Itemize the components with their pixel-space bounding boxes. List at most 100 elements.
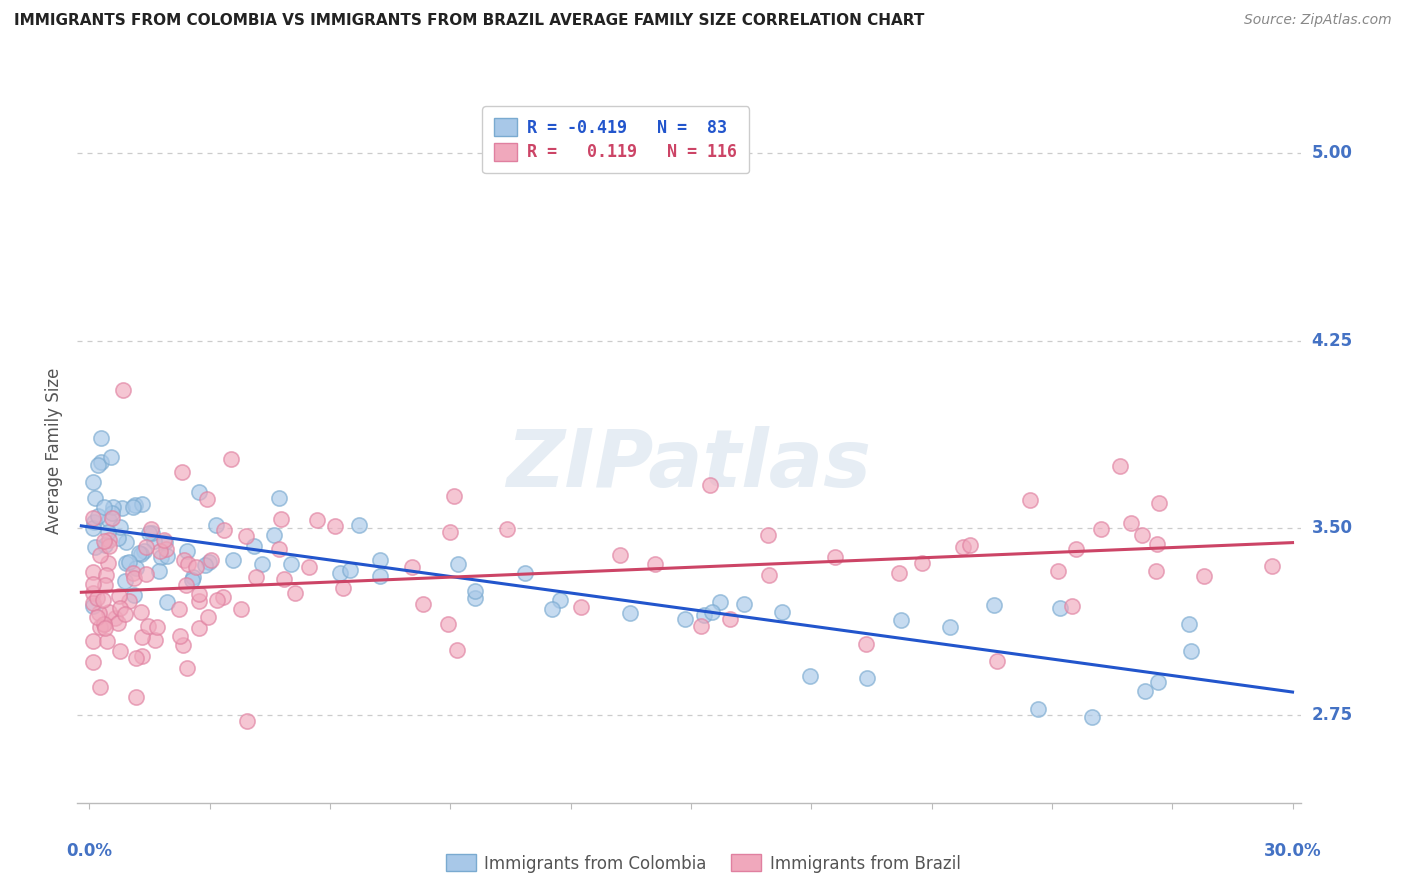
Point: [1144, 564, 1167, 578]
Point: [100, 510, 122, 524]
Point: [205, 517, 228, 532]
Point: [1090, 522, 1112, 536]
Point: [93, 500, 115, 514]
Point: [107, 615, 129, 630]
Point: [619, 606, 641, 620]
Point: [90, 431, 112, 445]
Point: [131, 497, 153, 511]
Point: [89, 620, 111, 634]
Point: [447, 557, 470, 571]
Point: [148, 564, 170, 578]
Point: [212, 523, 235, 537]
Point: [82, 599, 104, 614]
Point: [108, 600, 131, 615]
Point: [229, 602, 252, 616]
Point: [141, 526, 163, 541]
Point: [93, 617, 115, 632]
Point: [329, 566, 352, 581]
Point: [107, 531, 129, 545]
Point: [118, 555, 141, 569]
Point: [368, 569, 391, 583]
Point: [464, 584, 486, 599]
Legend: R = -0.419   N =  83, R =   0.119   N = 116: R = -0.419 N = 83, R = 0.119 N = 116: [482, 106, 749, 173]
Point: [94, 622, 117, 636]
Point: [1192, 569, 1215, 583]
Point: [911, 556, 934, 570]
Point: [122, 571, 145, 585]
Point: [270, 512, 292, 526]
Point: [205, 593, 228, 607]
Point: [124, 499, 146, 513]
Point: [96, 633, 118, 648]
Point: [82, 634, 104, 648]
Point: [181, 570, 204, 584]
Text: 3.50: 3.50: [1312, 519, 1353, 537]
Point: [94, 578, 117, 592]
Point: [111, 384, 134, 398]
Point: [983, 598, 1005, 612]
Point: [149, 544, 172, 558]
Point: [141, 522, 163, 536]
Point: [1047, 564, 1070, 578]
Point: [496, 522, 519, 536]
Point: [114, 556, 136, 570]
Point: [644, 558, 666, 572]
Point: [1130, 528, 1153, 542]
Point: [1177, 617, 1199, 632]
Point: [83, 516, 105, 530]
Point: [339, 563, 361, 577]
Point: [93, 533, 115, 548]
Point: [82, 511, 104, 525]
Point: [108, 643, 131, 657]
Point: [177, 557, 200, 571]
Point: [718, 611, 741, 625]
Point: [115, 535, 138, 549]
Point: [108, 520, 131, 534]
Text: 2.75: 2.75: [1312, 706, 1353, 724]
Point: [513, 566, 536, 580]
Point: [108, 589, 131, 603]
Point: [673, 612, 696, 626]
Point: [235, 529, 257, 543]
Point: [114, 607, 136, 621]
Point: [96, 568, 118, 582]
Point: [1149, 496, 1171, 510]
Point: [125, 561, 148, 575]
Point: [464, 591, 486, 605]
Point: [84, 491, 107, 505]
Point: [890, 613, 912, 627]
Point: [114, 574, 136, 588]
Point: [273, 572, 295, 586]
Point: [89, 548, 111, 562]
Point: [824, 549, 846, 564]
Text: IMMIGRANTS FROM COLOMBIA VS IMMIGRANTS FROM BRAZIL AVERAGE FAMILY SIZE CORRELATI: IMMIGRANTS FROM COLOMBIA VS IMMIGRANTS F…: [14, 13, 924, 29]
Point: [267, 491, 290, 505]
Text: 5.00: 5.00: [1312, 145, 1353, 162]
Point: [124, 690, 146, 704]
Point: [1147, 674, 1170, 689]
Point: [412, 597, 434, 611]
Point: [187, 587, 209, 601]
Point: [84, 540, 107, 554]
Text: ZIPatlas: ZIPatlas: [506, 425, 872, 504]
Point: [122, 566, 145, 580]
Point: [298, 560, 321, 574]
Y-axis label: Average Family Size: Average Family Size: [45, 368, 63, 533]
Point: [284, 586, 307, 600]
Point: [986, 654, 1008, 668]
Point: [689, 619, 711, 633]
Point: [1019, 492, 1042, 507]
Point: [155, 542, 177, 557]
Point: [153, 534, 176, 549]
Point: [187, 594, 209, 608]
Point: [131, 648, 153, 663]
Point: [170, 465, 193, 479]
Point: [799, 669, 821, 683]
Point: [959, 539, 981, 553]
Point: [124, 588, 146, 602]
Point: [98, 533, 121, 547]
Point: [439, 524, 461, 539]
Point: [347, 517, 370, 532]
Point: [82, 521, 104, 535]
Point: [188, 621, 211, 635]
